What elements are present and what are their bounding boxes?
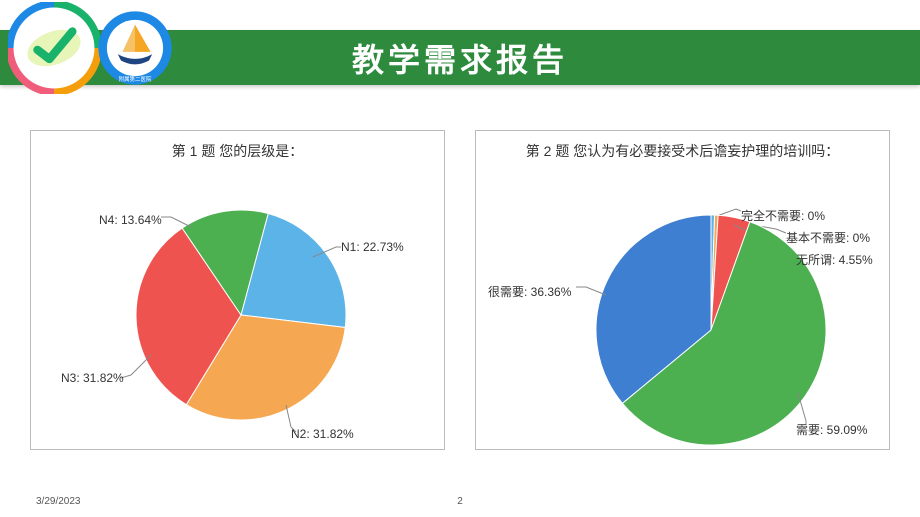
chart1-title: 第 1 题 您的层级是： — [41, 141, 434, 161]
chart1-pie: N1: 22.73% N2: 31.82% N3: 31.82% N4: 13.64% — [41, 165, 434, 445]
footer-page: 2 — [457, 496, 463, 507]
main-logo-icon — [8, 2, 100, 94]
slice-label: N4: 13.64% — [99, 213, 162, 227]
chart-panel-q1: 第 1 题 您的层级是： N1: 22.73% N2: 31.82% N3: 31.… — [30, 130, 445, 450]
slice-label: 基本不需要: 0% — [786, 229, 870, 246]
charts-row: 第 1 题 您的层级是： N1: 22.73% N2: 31.82% N3: 31.… — [30, 130, 890, 450]
slice-label: N2: 31.82% — [291, 427, 354, 441]
logo-group: 附属第二医院 — [8, 2, 174, 94]
sub-logo-icon: 附属第二医院 — [96, 9, 174, 87]
footer-date: 3/29/2023 — [36, 496, 81, 507]
chart-panel-q2: 第 2 题 您认为有必要接受术后谵妄护理的培训吗： 完全不需要: 0% 基本不需要… — [475, 130, 890, 450]
slice-label: 很需要: 36.36% — [488, 283, 571, 300]
page-title: 教学需求报告 — [352, 35, 568, 81]
chart2-pie: 完全不需要: 0% 基本不需要: 0% 无所谓: 4.55% 需要: 59.09% 很需… — [486, 165, 879, 445]
chart2-title: 第 2 题 您认为有必要接受术后谵妄护理的培训吗： — [486, 141, 879, 161]
footer: 3/29/2023 2 — [36, 496, 884, 507]
slice-label: 无所谓: 4.55% — [796, 251, 873, 268]
slice-label: N3: 31.82% — [61, 371, 124, 385]
slice-label: N1: 22.73% — [341, 240, 404, 254]
slice-label: 需要: 59.09% — [796, 421, 867, 438]
slice-label: 完全不需要: 0% — [741, 207, 825, 224]
